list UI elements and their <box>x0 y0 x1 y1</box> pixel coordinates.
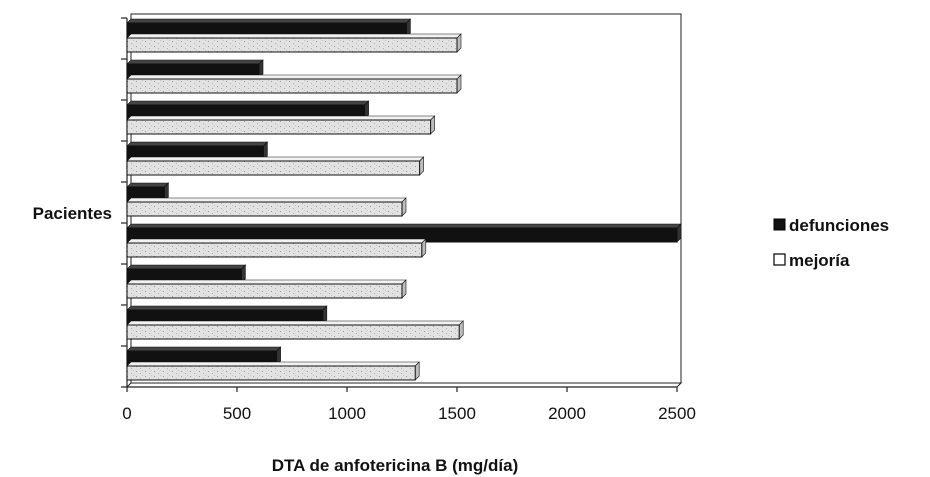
legend-swatch-mejoria <box>773 253 786 266</box>
bar-defunciones-4 <box>126 141 269 161</box>
x-tick-label: 2000 <box>548 404 586 423</box>
bar-mejoria-1 <box>126 33 462 53</box>
bar-top-face <box>126 100 370 106</box>
bar-top-face <box>126 156 425 162</box>
bar-top-face <box>126 197 407 203</box>
legend: defunciones mejoría <box>773 216 889 270</box>
bar-top-face <box>126 74 462 80</box>
bar-mejoria-3 <box>126 115 436 135</box>
bar-top-face <box>126 238 427 244</box>
bar-mejoria-8 <box>126 320 464 340</box>
y-axis-ticks <box>121 17 127 388</box>
bar-top-face <box>126 279 407 285</box>
x-tick-label: 2500 <box>658 404 696 423</box>
bar-defunciones-3 <box>126 100 370 120</box>
bar-front-face <box>126 119 432 135</box>
x-tick-label: 1000 <box>328 404 366 423</box>
bar-defunciones-8 <box>126 305 328 325</box>
bar-defunciones-6 <box>126 223 682 243</box>
bar-front-face <box>126 201 403 217</box>
legend-item-mejoria: mejoría <box>773 251 850 270</box>
bar-front-face <box>126 365 416 381</box>
x-axis-ticks: 0 500 1000 1500 2000 2500 <box>122 387 696 423</box>
bar-mejoria-5 <box>126 197 407 217</box>
bars <box>126 18 682 381</box>
bar-mejoria-6 <box>126 238 427 258</box>
bar-front-face <box>126 160 421 176</box>
bar-mejoria-7 <box>126 279 407 299</box>
bar-mejoria-4 <box>126 156 425 176</box>
x-tick-label: 500 <box>223 404 251 423</box>
legend-item-defunciones: defunciones <box>773 216 889 235</box>
x-axis-title: DTA de anfotericina B (mg/día) <box>272 456 519 475</box>
bar-top-face <box>126 361 420 367</box>
bar-front-face <box>126 283 403 299</box>
bar-mejoria-2 <box>126 74 462 94</box>
bar-top-face <box>126 346 282 352</box>
bar-top-face <box>126 320 464 326</box>
bar-mejoria-9 <box>126 361 420 381</box>
legend-label-mejoria: mejoría <box>789 251 850 270</box>
bar-defunciones-7 <box>126 264 247 284</box>
bar-top-face <box>126 33 462 39</box>
legend-swatch-defunciones <box>773 218 786 231</box>
bar-top-face <box>126 18 412 24</box>
bar-defunciones-2 <box>126 59 264 79</box>
x-tick-label: 1500 <box>438 404 476 423</box>
bar-front-face <box>126 242 423 258</box>
y-axis-title: Pacientes <box>33 204 112 223</box>
x-tick-label: 0 <box>122 404 131 423</box>
bar-top-face <box>126 59 264 65</box>
bar-top-face <box>126 264 247 270</box>
bar-front-face <box>126 324 460 340</box>
bar-top-face <box>126 305 328 311</box>
bar-defunciones-1 <box>126 18 412 38</box>
bar-top-face <box>126 141 269 147</box>
bar-top-face <box>126 223 682 229</box>
bar-front-face <box>126 37 458 53</box>
bar-top-face <box>126 115 436 121</box>
bar-front-face <box>126 78 458 94</box>
bar-top-face <box>126 182 170 188</box>
legend-label-defunciones: defunciones <box>789 216 889 235</box>
